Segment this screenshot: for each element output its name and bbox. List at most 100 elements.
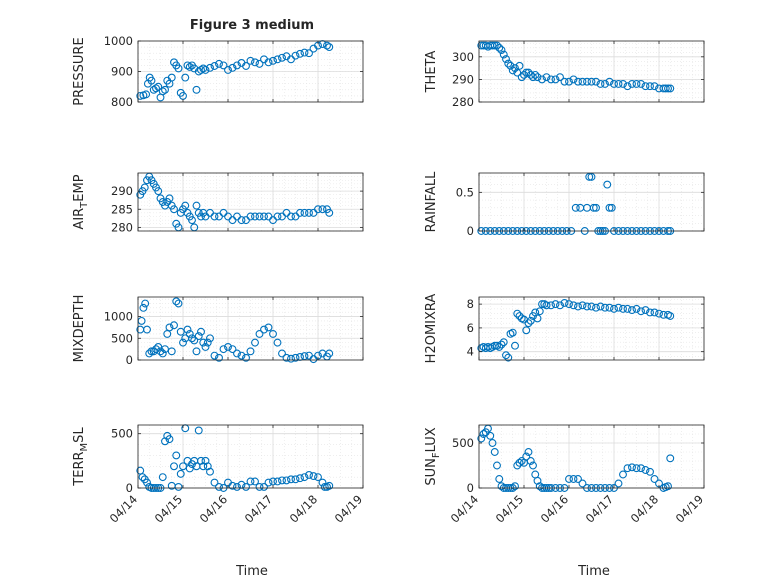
data-point (587, 302, 596, 311)
data-point (569, 301, 578, 310)
data-point (185, 329, 194, 338)
data-point (170, 321, 178, 330)
y-tick-label: 4 (467, 345, 474, 359)
data-point (605, 77, 614, 86)
data-point (172, 297, 181, 306)
data-point (161, 85, 169, 94)
data-point (278, 53, 286, 62)
data-point (641, 306, 650, 315)
data-point (154, 343, 163, 351)
data-point (592, 303, 600, 312)
data-point (574, 302, 582, 311)
data-point (499, 338, 508, 347)
data-point (605, 203, 614, 212)
plot-area (479, 297, 704, 360)
data-point (589, 203, 598, 212)
data-point (614, 479, 623, 488)
data-point (269, 329, 277, 338)
x-axis-label-left: Time (235, 564, 268, 579)
plot-area (138, 425, 363, 488)
data-point (511, 482, 519, 491)
data-point (215, 482, 223, 491)
data-point (542, 301, 551, 310)
data-point (477, 434, 486, 443)
data-point (556, 73, 564, 82)
data-point (291, 475, 300, 484)
data-point (623, 304, 632, 313)
data-point (607, 203, 616, 212)
data-point (203, 338, 212, 347)
data-point (188, 334, 196, 343)
data-point (538, 75, 546, 84)
data-point (165, 435, 174, 444)
data-point (154, 82, 163, 91)
data-point (269, 56, 277, 65)
data-point (300, 473, 309, 482)
data-point (538, 300, 546, 309)
data-point (587, 77, 596, 86)
data-point (305, 471, 313, 479)
data-point (264, 478, 273, 487)
data-point (655, 309, 663, 318)
data-point (325, 43, 334, 52)
data-point (517, 457, 526, 465)
data-point (493, 41, 501, 50)
data-point (526, 457, 535, 465)
data-point (650, 308, 659, 317)
data-point (610, 79, 618, 88)
data-point (176, 469, 185, 478)
data-point (210, 62, 219, 70)
data-point (219, 345, 228, 354)
data-point (300, 48, 309, 57)
data-point (323, 41, 331, 50)
data-point (587, 172, 596, 181)
data-point (646, 82, 654, 91)
data-point (152, 84, 160, 93)
data-point (167, 73, 176, 82)
data-point (246, 212, 255, 221)
data-point (499, 50, 508, 59)
data-point (141, 299, 150, 308)
data-point (493, 461, 501, 470)
data-point (533, 314, 542, 323)
data-point (650, 475, 659, 483)
y-axis-label: TERRMSL (72, 427, 90, 487)
data-point (666, 454, 675, 463)
y-tick-label: 500 (111, 331, 133, 345)
data-point (152, 345, 160, 354)
data-point (273, 212, 282, 221)
axes-box (478, 424, 705, 489)
data-point (255, 329, 264, 338)
data-point (255, 482, 264, 491)
data-point (632, 79, 641, 88)
data-point (219, 61, 228, 70)
axes-box (478, 296, 705, 361)
data-point (251, 338, 259, 347)
data-point (535, 307, 544, 316)
data-point (325, 208, 334, 217)
y-tick-label: 800 (111, 95, 133, 109)
data-point (488, 41, 497, 50)
data-point (142, 90, 151, 99)
data-point (486, 431, 495, 440)
data-point (181, 73, 190, 82)
data-point (325, 349, 334, 358)
axes-box (478, 40, 705, 103)
data-point (228, 345, 237, 354)
data-point (628, 306, 636, 315)
data-point (578, 301, 587, 310)
data-point (583, 77, 591, 86)
data-point (632, 304, 641, 313)
data-point (318, 478, 327, 487)
data-point (318, 205, 327, 214)
y-tick-label: 0 (126, 353, 133, 367)
data-point (515, 458, 524, 467)
data-point (185, 62, 194, 71)
y-tick-label: 0 (467, 481, 474, 495)
data-point (172, 451, 181, 460)
data-point (526, 316, 535, 325)
data-point (192, 347, 201, 356)
data-point (551, 75, 560, 84)
data-point (197, 66, 205, 74)
